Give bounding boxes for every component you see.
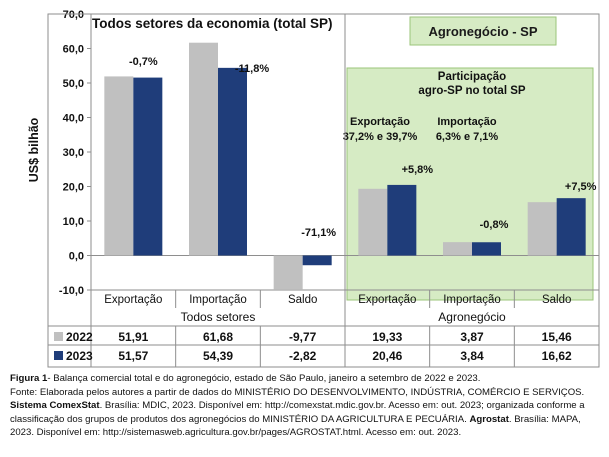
change-annotation: -71,1% <box>301 227 336 239</box>
legend-label-2023: 2023 <box>66 349 93 363</box>
group-label: Todos setores <box>181 310 256 324</box>
caption-comexstat-text: . Brasília: MDIC, 2023. Disponível em: h… <box>10 400 585 425</box>
y-tick-label: 40,0 <box>63 113 84 125</box>
participation-import-value: 6,3% e 7,1% <box>436 131 499 143</box>
caption-system-agrostat: Agrostat <box>469 413 509 425</box>
agro-background <box>346 67 594 301</box>
bar-2023 <box>133 77 163 256</box>
bar-2023 <box>302 255 332 266</box>
bar-2023 <box>556 198 586 256</box>
caption-agrostat-text: . Brasília: MAPA, 2023. Disponível em: h… <box>10 413 581 439</box>
y-tick-label: 10,0 <box>63 216 84 228</box>
participation-title: Participação <box>438 71 506 83</box>
agro-title-box <box>409 16 557 46</box>
y-axis-label: US$ bilhão <box>27 117 41 182</box>
table-frame <box>47 13 600 368</box>
bar-2022 <box>273 255 303 290</box>
data-value-2022: 51,91 <box>118 330 148 344</box>
bar-2022 <box>527 202 557 256</box>
bar-2022 <box>104 76 134 256</box>
data-value-2023: 16,62 <box>542 349 572 363</box>
category-label: Exportação <box>104 294 162 306</box>
data-value-2023: 54,39 <box>203 349 233 363</box>
bar-2023 <box>218 67 247 256</box>
y-tick-label: 20,0 <box>63 182 84 194</box>
y-tick-label: 0,0 <box>69 251 84 263</box>
caption-systems: Sistema ComexStat. Brasília: MDIC, 2023.… <box>10 399 602 440</box>
caption-fig-label: Figura 1 <box>10 373 48 384</box>
group-label: Agronegócio <box>438 310 506 324</box>
data-value-2022: 61,68 <box>203 330 233 344</box>
data-value-2023: 3,84 <box>460 349 484 363</box>
data-value-2023: -2,82 <box>289 349 317 363</box>
bar-2022 <box>189 42 218 256</box>
data-value-2022: -9,77 <box>289 330 317 344</box>
chart: Agronegócio - SP Participação agro-SP no t… <box>27 9 600 368</box>
y-tick-label: 70,0 <box>63 9 84 21</box>
caption-fig-text: - Balança comercial total e do agronegóc… <box>47 373 481 384</box>
change-annotation: +7,5% <box>565 181 597 193</box>
y-tick-label: -10,0 <box>59 285 84 297</box>
participation-export-label: Exportação <box>350 116 410 128</box>
figure-caption: Figura 1- Balança comercial total e do a… <box>10 372 602 440</box>
participation-import-label: Importação <box>437 116 497 128</box>
caption-title: Figura 1- Balança comercial total e do a… <box>10 372 602 386</box>
change-annotation: +5,8% <box>402 164 434 176</box>
legend-label-2022: 2022 <box>66 330 93 344</box>
data-value-2022: 3,87 <box>460 330 484 344</box>
data-value-2023: 20,46 <box>372 349 402 363</box>
y-tick-label: 60,0 <box>63 44 84 56</box>
caption-system-comexstat: Sistema ComexStat <box>10 400 100 412</box>
bar-2023 <box>472 242 501 256</box>
data-value-2022: 15,46 <box>542 330 572 344</box>
category-label: Importação <box>443 294 501 306</box>
bar-2022 <box>358 188 388 256</box>
participation-export-value: 37,2% e 39,7% <box>343 131 418 143</box>
category-label: Exportação <box>358 294 416 306</box>
chart-svg: Agronegócio - SP Participação agro-SP no t… <box>27 9 600 368</box>
change-annotation: -0,8% <box>480 219 509 231</box>
category-label: Importação <box>189 294 247 306</box>
bar-2022 <box>443 242 472 256</box>
y-tick-label: 30,0 <box>63 147 84 159</box>
data-value-2023: 51,57 <box>118 349 148 363</box>
caption-source: Fonte: Elaborada pelos autores a partir … <box>10 386 585 398</box>
legend-swatch-2023 <box>54 351 63 360</box>
data-value-2022: 19,33 <box>372 330 402 344</box>
category-label: Saldo <box>542 294 571 306</box>
bar-2023 <box>387 184 417 256</box>
category-label: Saldo <box>288 294 317 306</box>
legend-swatch-2022 <box>54 332 63 341</box>
chart-title: Todos setores da economia (total SP) <box>92 16 333 31</box>
participation-subtitle: agro-SP no total SP <box>418 85 525 97</box>
y-tick-label: 50,0 <box>63 78 84 90</box>
change-annotation: -11,8% <box>235 63 269 75</box>
change-annotation: -0,7% <box>129 56 158 68</box>
agro-title: Agronegócio - SP <box>428 24 537 39</box>
